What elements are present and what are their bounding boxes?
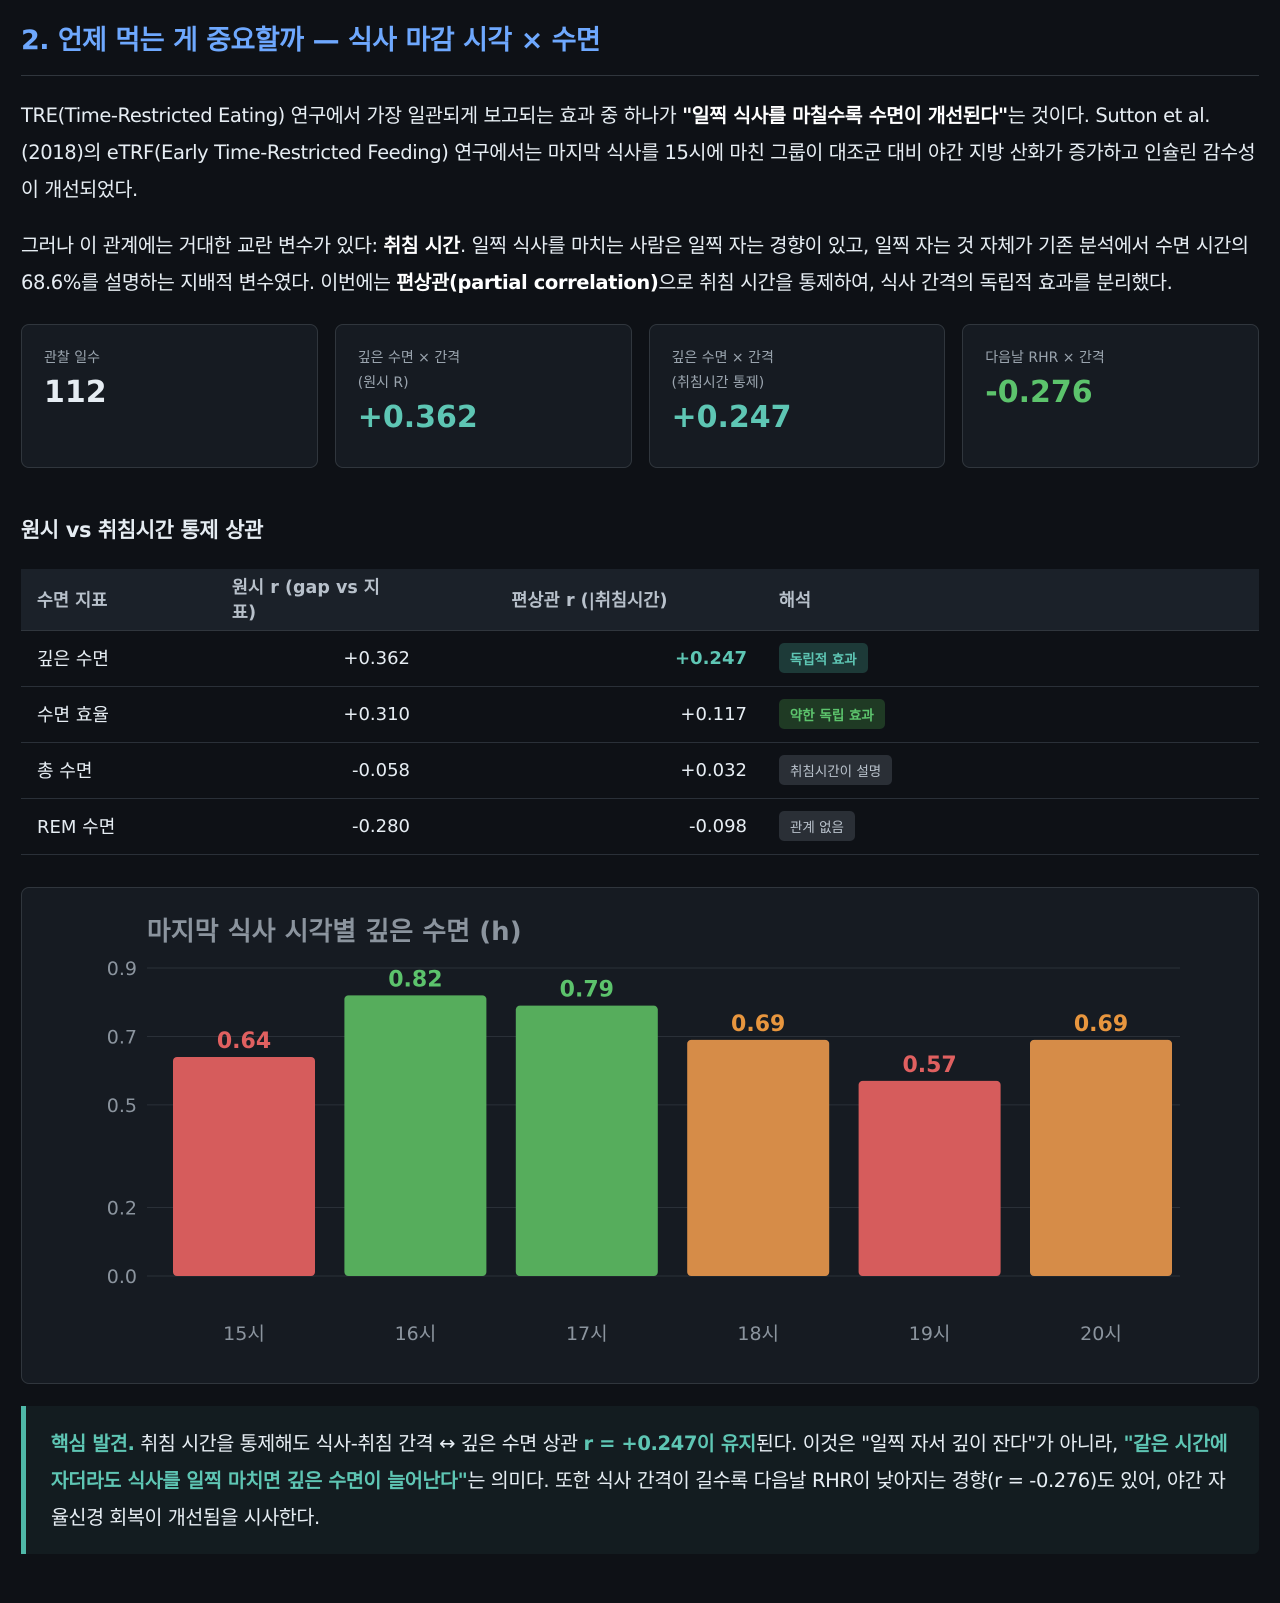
interpretation-cell: 취침시간이 설명 xyxy=(763,742,1259,799)
callout-highlight: "같은 시간에 자더라도 식사를 일찍 마치면 깊은 수면이 늘어난다" xyxy=(51,1431,1228,1492)
bar xyxy=(858,1080,1001,1276)
y-tick-label: 0.9 xyxy=(107,958,137,980)
interpretation-cell: 약한 독립 효과 xyxy=(763,686,1259,743)
x-tick-label: 15시 xyxy=(223,1323,265,1345)
raw-r-cell: -0.280 xyxy=(216,798,416,855)
bar xyxy=(344,994,487,1276)
intro-paragraph-2: 그러나 이 관계에는 거대한 교란 변수가 있다: 취침 시간. 일찍 식사를 … xyxy=(21,227,1259,301)
intro-text: 으로 취침 시간을 통제하여, 식사 간격의 독립적 효과를 분리했다. xyxy=(658,271,1173,294)
deep-sleep-bar-chart: 마지막 식사 시각별 깊은 수면 (h) 0.0 0.2 0.5 0.7 0.9 0.64… xyxy=(107,917,1180,1345)
callout-lead: 핵심 발견. xyxy=(51,1431,135,1455)
metric-cell: 수면 효율 xyxy=(21,686,216,743)
col-header-interpretation: 해석 xyxy=(763,569,1259,631)
bar-value-label: 0.82 xyxy=(388,967,442,992)
intro-text: . 일찍 식사를 마치는 사람은 일찍 자는 경향이 있고, 일찍 자는 것 자… xyxy=(21,234,1249,294)
chart-title: 마지막 식사 시각별 깊은 수면 (h) xyxy=(147,917,522,947)
stat-card-days: 관찰 일수 112 xyxy=(21,324,318,468)
intro-text: 그러나 이 관계에는 거대한 교란 변수가 있다: xyxy=(21,234,384,257)
bar-value-label: 0.69 xyxy=(1074,1011,1128,1036)
intro-emphasis: 편상관(partial correlation) xyxy=(396,271,659,294)
table-row: 깊은 수면 +0.362 +0.247 독립적 효과 xyxy=(21,630,1259,687)
x-tick-label: 16시 xyxy=(395,1323,437,1345)
intro-text: TRE(Time-Restricted Eating) 연구에서 가장 일관되게… xyxy=(21,104,683,127)
y-tick-label: 0.5 xyxy=(107,1094,137,1116)
bar-value-label: 0.79 xyxy=(560,977,614,1002)
metric-cell: 총 수면 xyxy=(21,742,216,799)
stat-label: 다음날 RHR × 간격 xyxy=(985,350,1105,366)
y-tick-label: 0.7 xyxy=(107,1026,137,1048)
interpretation-cell: 독립적 효과 xyxy=(763,630,1259,687)
table-row: REM 수면 -0.280 -0.098 관계 없음 xyxy=(21,798,1259,855)
deep-sleep-chart-card: 마지막 식사 시각별 깊은 수면 (h) 0.0 0.2 0.5 0.7 0.9 0.64… xyxy=(21,886,1259,1384)
metric-cell: REM 수면 xyxy=(21,798,216,855)
stat-value: 112 xyxy=(44,375,107,410)
bar xyxy=(515,1005,658,1276)
stat-label: 깊은 수면 × 간격 (원시 R) xyxy=(357,350,461,391)
stat-card-raw-r: 깊은 수면 × 간격 (원시 R) +0.362 xyxy=(334,324,632,468)
stat-label: 깊은 수면 × 간격 (취침시간 통제) xyxy=(671,350,774,391)
table-row: 수면 효율 +0.310 +0.117 약한 독립 효과 xyxy=(21,686,1259,743)
partial-r-cell: -0.098 xyxy=(416,798,763,855)
callout-text: 취침 시간을 통제해도 식사-취침 간격 ↔ 깊은 수면 상관 xyxy=(134,1431,584,1455)
table-header-row: 수면 지표 원시 r (gap vs 지표) 편상관 r (|취침시간) 해석 xyxy=(21,569,1259,631)
intro-text: 는 것이다. Sutton et al. (2018)의 eTRF(Early … xyxy=(21,104,1256,201)
stat-value: +0.362 xyxy=(357,400,478,435)
intro-emphasis: "일찍 식사를 마칠수록 수면이 개선된다" xyxy=(682,104,1008,127)
table-title: 원시 vs 취침시간 통제 상관 xyxy=(21,518,264,542)
intro-paragraph-1: TRE(Time-Restricted Eating) 연구에서 가장 일관되게… xyxy=(21,97,1259,208)
raw-r-cell: -0.058 xyxy=(216,742,416,799)
stat-card-rhr: 다음날 RHR × 간격 -0.276 xyxy=(962,324,1259,468)
key-finding-callout: 핵심 발견. 취침 시간을 통제해도 식사-취침 간격 ↔ 깊은 수면 상관 r… xyxy=(21,1405,1259,1554)
x-tick-label: 17시 xyxy=(566,1323,608,1345)
callout-text: 된다. 이것은 "일찍 자서 깊이 잔다"가 아니라, xyxy=(756,1431,1124,1455)
table-row: 총 수면 -0.058 +0.032 취침시간이 설명 xyxy=(21,742,1259,799)
raw-r-cell: +0.362 xyxy=(216,630,416,687)
stat-value: +0.247 xyxy=(671,400,792,435)
interpretation-badge: 취침시간이 설명 xyxy=(779,755,893,785)
col-header-raw: 원시 r (gap vs 지표) xyxy=(216,569,416,631)
stat-cards: 관찰 일수 112 깊은 수면 × 간격 (원시 R) +0.362 깊은 수면… xyxy=(21,324,1259,468)
interpretation-cell: 관계 없음 xyxy=(763,798,1259,855)
bar xyxy=(1030,1039,1172,1276)
stat-label: 관찰 일수 xyxy=(44,350,100,366)
partial-r-cell: +0.247 xyxy=(416,630,763,687)
bar xyxy=(687,1039,830,1276)
bar xyxy=(173,1056,315,1276)
metric-cell: 깊은 수면 xyxy=(21,630,216,687)
interpretation-badge: 관계 없음 xyxy=(779,811,855,841)
raw-r-cell: +0.310 xyxy=(216,686,416,743)
col-header-metric: 수면 지표 xyxy=(21,569,216,631)
bar-value-label: 0.69 xyxy=(731,1011,785,1036)
x-tick-label: 19시 xyxy=(909,1323,951,1345)
intro-emphasis: 취침 시간 xyxy=(383,234,461,257)
partial-r-cell: +0.032 xyxy=(416,742,763,799)
bar-value-label: 0.64 xyxy=(217,1028,271,1053)
stat-value: -0.276 xyxy=(985,375,1093,410)
stat-card-partial-r: 깊은 수면 × 간격 (취침시간 통제) +0.247 xyxy=(648,324,946,468)
y-tick-label: 0.2 xyxy=(107,1197,137,1219)
callout-highlight: r = +0.247이 유지 xyxy=(583,1431,757,1455)
callout-text: 는 의미다. 또한 식사 간격이 길수록 다음날 RHR이 낮아지는 경향(r … xyxy=(51,1468,1226,1529)
interpretation-badge: 약한 독립 효과 xyxy=(779,699,885,729)
correlation-table: 수면 지표 원시 r (gap vs 지표) 편상관 r (|취침시간) 해석 … xyxy=(21,569,1259,855)
interpretation-badge: 독립적 효과 xyxy=(779,643,868,673)
y-tick-label: 0.0 xyxy=(107,1266,137,1288)
col-header-partial: 편상관 r (|취침시간) xyxy=(416,569,763,631)
bar-value-label: 0.57 xyxy=(902,1052,956,1077)
partial-r-cell: +0.117 xyxy=(416,686,763,743)
x-tick-label: 20시 xyxy=(1080,1323,1122,1345)
x-tick-label: 18시 xyxy=(737,1323,779,1345)
section-title: 2. 언제 먹는 게 중요할까 — 식사 마감 시각 × 수면 xyxy=(21,0,1259,76)
